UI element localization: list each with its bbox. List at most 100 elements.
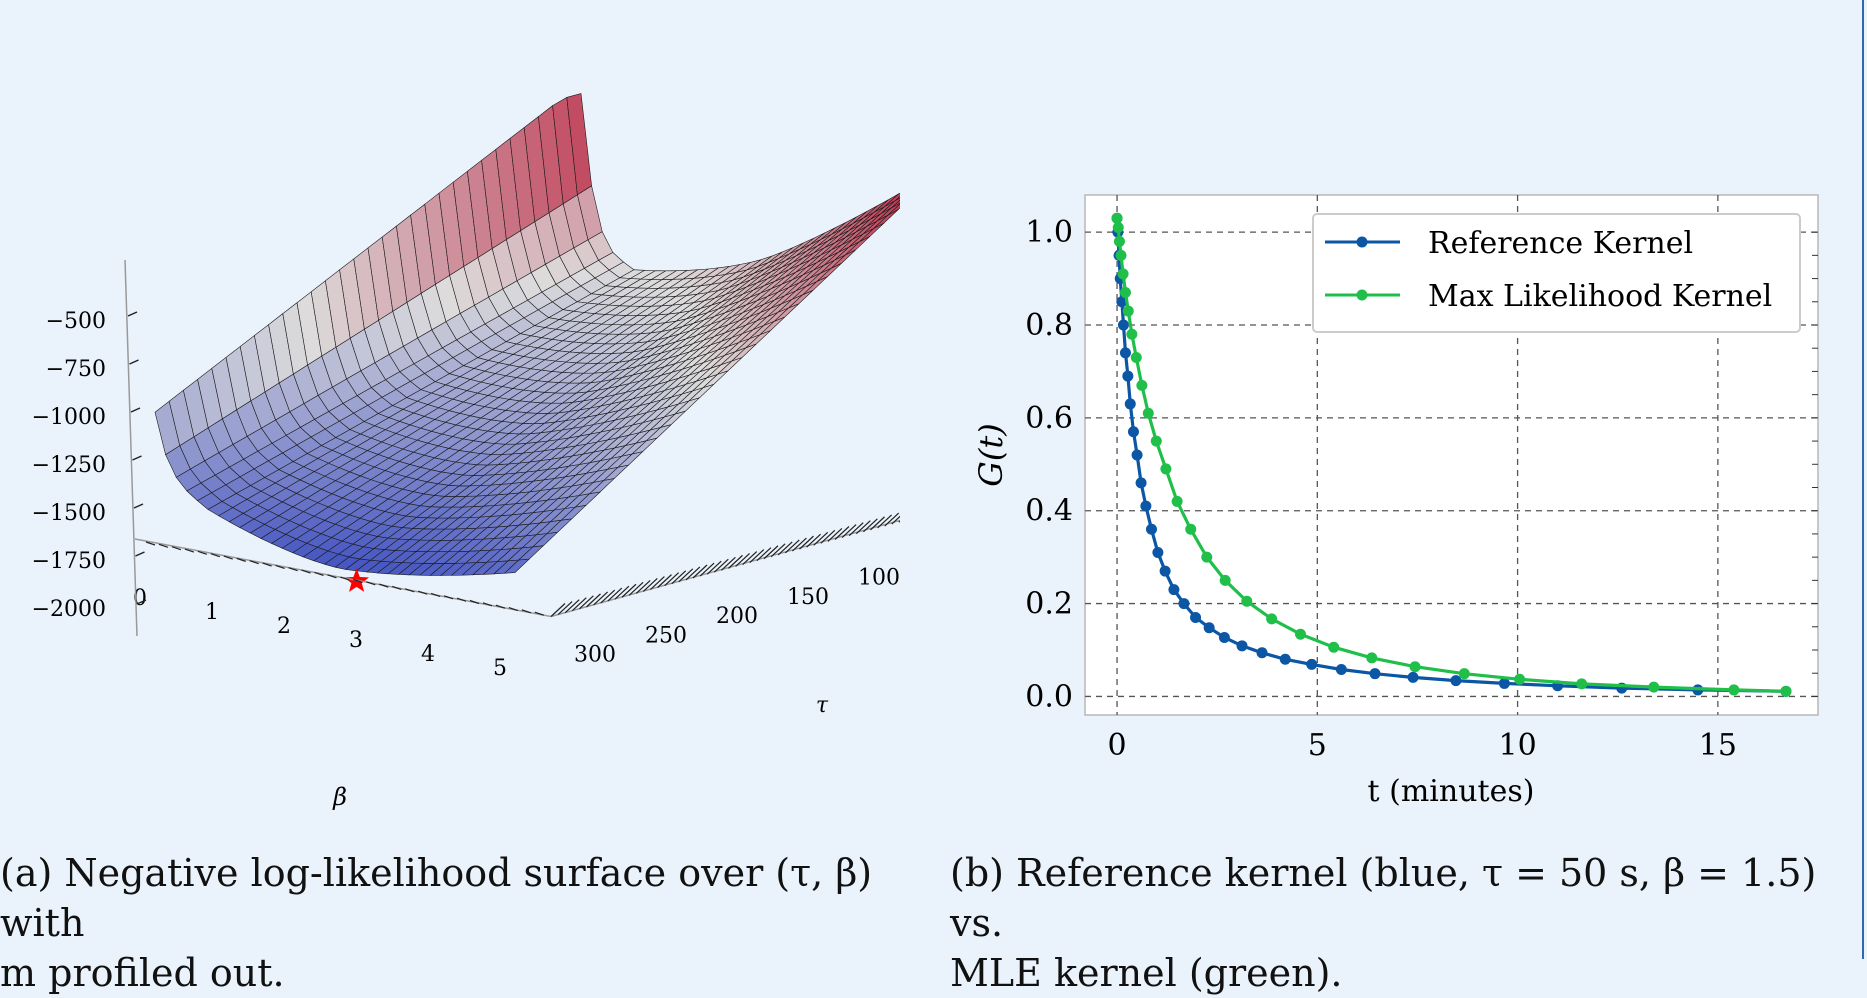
beta-minor-tick bbox=[210, 553, 220, 558]
x-tick-label: 15 bbox=[1699, 728, 1737, 763]
series-1-point bbox=[1366, 652, 1378, 664]
series-1-point bbox=[1122, 305, 1134, 317]
beta-minor-tick bbox=[197, 550, 208, 555]
beta-minor-tick bbox=[262, 562, 272, 567]
x-tick-label: 10 bbox=[1498, 728, 1536, 763]
series-0-point bbox=[1190, 612, 1202, 623]
tau-tick-label: 250 bbox=[645, 623, 687, 648]
tau-minor-tick bbox=[564, 599, 580, 614]
tau-minor-tick bbox=[678, 568, 694, 583]
beta-minor-tick bbox=[392, 585, 402, 591]
tau-minor-tick bbox=[742, 551, 758, 565]
caption-a-line2: m profiled out. bbox=[0, 951, 285, 995]
tau-minor-tick bbox=[664, 572, 680, 587]
tau-minor-tick bbox=[841, 524, 857, 539]
tau-minor-tick bbox=[763, 545, 779, 560]
tau-minor-tick bbox=[820, 529, 836, 544]
series-0-point bbox=[1168, 584, 1180, 596]
series-0-point bbox=[1218, 631, 1230, 643]
tau-tick-label: 100 bbox=[858, 566, 900, 591]
y-tick-label: 0.2 bbox=[1025, 587, 1073, 622]
series-0-point bbox=[1117, 319, 1129, 331]
series-line-0 bbox=[1115, 218, 1787, 693]
tau-minor-tick bbox=[720, 556, 736, 571]
surface-axes: 012345050100150200250300−500−750−1000−12… bbox=[32, 259, 900, 681]
beta-minor-tick bbox=[456, 597, 467, 602]
legend-marker-mle bbox=[1356, 289, 1368, 301]
beta-minor-tick bbox=[379, 583, 389, 588]
surface-patch bbox=[566, 93, 592, 196]
beta-minor-tick bbox=[314, 571, 324, 576]
series-0-point bbox=[1116, 296, 1128, 308]
series-1-point bbox=[1130, 352, 1142, 363]
tau-minor-tick bbox=[607, 587, 623, 602]
beta-tick-label: 2 bbox=[277, 614, 291, 639]
series-1-point bbox=[1119, 287, 1131, 298]
y-tick-label: 0.6 bbox=[1025, 401, 1073, 436]
beta-minor-tick bbox=[184, 548, 195, 553]
series-0-point bbox=[1124, 398, 1136, 410]
series-1-point bbox=[1113, 235, 1125, 247]
series-0-point bbox=[1256, 647, 1268, 659]
series-1-point bbox=[1409, 661, 1421, 673]
z-tick bbox=[130, 407, 141, 413]
tau-minor-tick bbox=[870, 516, 885, 531]
beta-tick-label: 5 bbox=[493, 656, 507, 681]
beta-minor-tick bbox=[223, 555, 233, 560]
beta-minor-tick bbox=[405, 588, 415, 593]
tau-minor-tick bbox=[593, 591, 609, 606]
z-tick bbox=[135, 551, 145, 557]
tau-minor-tick bbox=[600, 589, 616, 604]
series-1-point bbox=[1117, 268, 1129, 280]
beta-minor-tick bbox=[236, 557, 246, 562]
series-0-point bbox=[1407, 671, 1419, 683]
tau-minor-tick bbox=[621, 583, 637, 598]
tau-minor-tick bbox=[735, 553, 751, 567]
tau-minor-tick bbox=[550, 603, 566, 617]
tau-minor-tick bbox=[614, 585, 630, 600]
x-tick-label: 5 bbox=[1308, 728, 1327, 763]
series-1-point bbox=[1328, 641, 1340, 653]
series-0-point bbox=[1369, 668, 1381, 680]
tau-minor-tick bbox=[770, 543, 786, 558]
beta-minor-tick bbox=[469, 599, 480, 605]
series-1-point bbox=[1728, 684, 1740, 696]
tau-minor-tick bbox=[834, 526, 850, 540]
beta-minor-tick bbox=[275, 564, 285, 569]
tau-minor-tick bbox=[642, 578, 658, 592]
legend-box bbox=[1312, 213, 1801, 333]
series-0-point bbox=[1119, 347, 1131, 359]
series-0-point bbox=[1450, 675, 1462, 687]
series-1-point bbox=[1780, 685, 1792, 697]
tau-minor-tick bbox=[692, 564, 708, 579]
z-tick bbox=[132, 455, 142, 461]
tau-minor-tick bbox=[699, 562, 715, 577]
beta-tick-label: 4 bbox=[421, 642, 435, 667]
beta-tick-label: 3 bbox=[349, 628, 363, 653]
series-1-point bbox=[1171, 495, 1183, 507]
x-axis-label: t (minutes) bbox=[1368, 774, 1535, 809]
page-border-rule bbox=[1862, 0, 1864, 959]
series-0-point bbox=[1122, 370, 1134, 382]
y-tick-label: 0.0 bbox=[1025, 679, 1073, 714]
tau-minor-tick bbox=[578, 595, 594, 610]
series-0-point bbox=[1279, 653, 1291, 665]
series-1-point bbox=[1142, 407, 1154, 419]
caption-b: (b) Reference kernel (blue, τ = 50 s, β … bbox=[950, 848, 1850, 998]
z-tick-label: −1750 bbox=[32, 549, 106, 574]
z-tick bbox=[136, 599, 147, 605]
series-1-point bbox=[1514, 673, 1526, 685]
tau-minor-tick bbox=[799, 535, 814, 550]
beta-tick-label: 1 bbox=[205, 600, 219, 625]
legend: Reference Kernel Max Likelihood Kernel bbox=[1312, 213, 1801, 333]
beta-axis-label: β bbox=[332, 783, 347, 811]
series-1-point bbox=[1111, 212, 1123, 224]
tau-minor-tick bbox=[685, 566, 701, 581]
series-1-point bbox=[1201, 551, 1213, 563]
beta-minor-tick bbox=[521, 609, 532, 614]
y-tick-label: 1.0 bbox=[1025, 215, 1073, 250]
tau-axis-label: τ bbox=[816, 693, 829, 718]
tau-minor-tick bbox=[749, 549, 765, 564]
series-1-point bbox=[1576, 678, 1588, 690]
surface-mesh bbox=[154, 93, 900, 576]
